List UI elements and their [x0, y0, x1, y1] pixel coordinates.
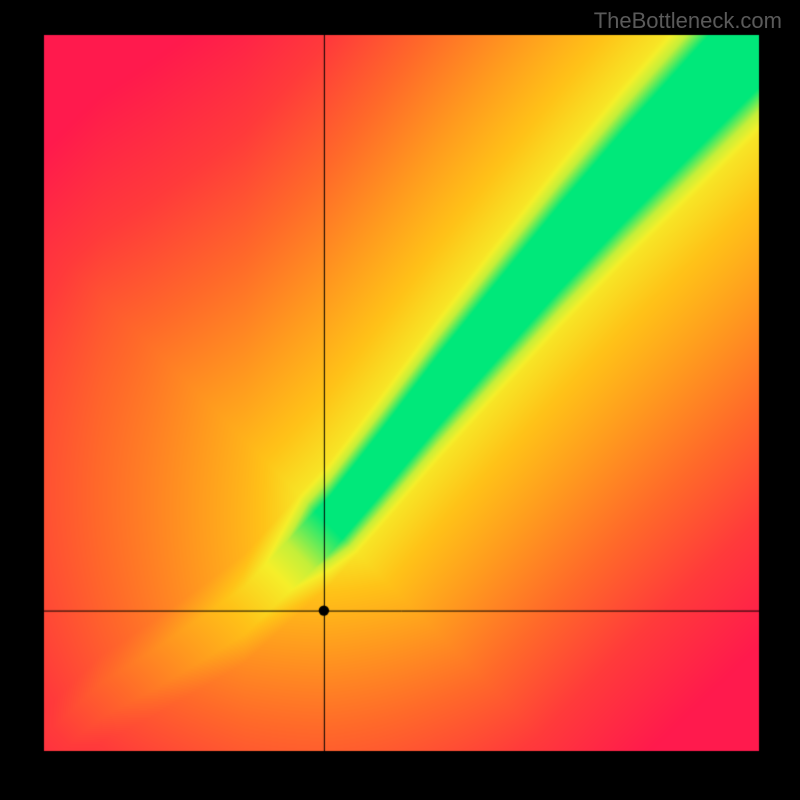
watermark-text: TheBottleneck.com — [594, 8, 782, 34]
bottleneck-heatmap — [0, 0, 800, 800]
chart-container: TheBottleneck.com — [0, 0, 800, 800]
